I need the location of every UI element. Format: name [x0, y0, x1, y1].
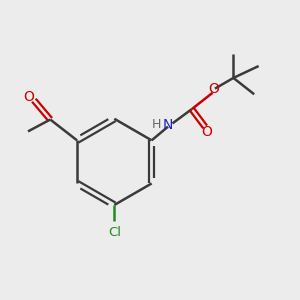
Text: N: N — [163, 118, 173, 132]
Text: O: O — [201, 125, 212, 139]
Text: Cl: Cl — [108, 226, 121, 239]
Text: H: H — [152, 118, 161, 131]
Text: O: O — [208, 82, 220, 96]
Text: O: O — [23, 90, 34, 104]
